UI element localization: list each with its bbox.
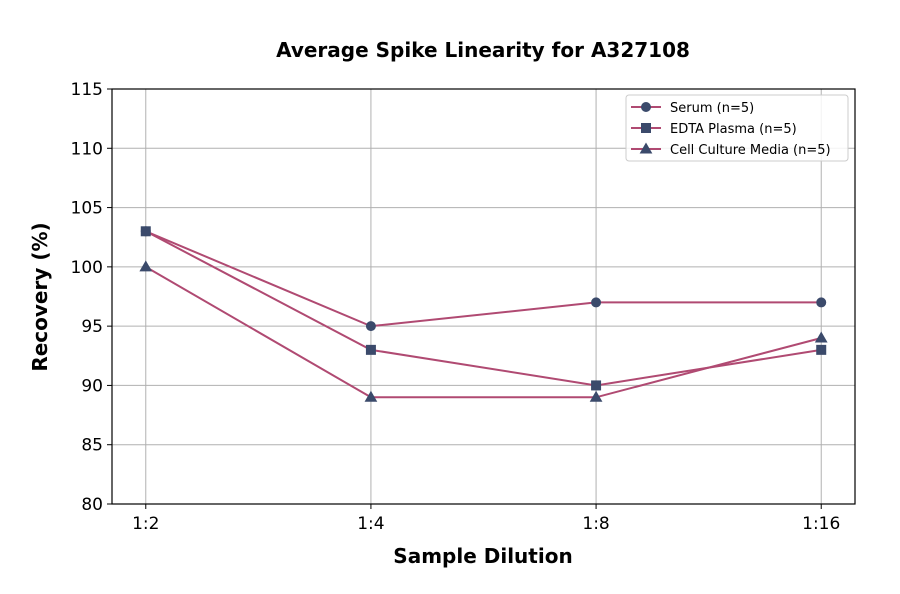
data-point [589,390,603,402]
x-tick-label: 1:8 [582,514,609,534]
series-lines [139,226,828,402]
data-point [816,297,827,308]
data-point [816,344,827,355]
ticks: 80 85 90 95 100 105 110 115 1:2 1:4 1:8 1:16 [71,80,841,534]
y-tick-label: 105 [71,199,103,219]
series-line [145,230,822,387]
legend-box [625,94,849,162]
data-point [591,297,602,308]
series-line [145,265,822,399]
legend-label: Serum (n=5) [670,101,754,116]
data-point [365,321,376,332]
x-tick-label: 1:16 [802,514,840,534]
y-tick-label: 115 [71,80,103,100]
data-point [365,344,376,355]
x-axis-label: Sample Dilution [393,544,572,568]
legend-marker [641,123,651,133]
y-axis-label: Recovery (%) [28,222,52,371]
y-tick-label: 85 [81,436,103,456]
data-point [139,260,153,272]
chart-title: Average Spike Linearity for A327108 [276,38,690,62]
data-point [814,331,828,343]
x-tick-label: 1:2 [132,514,159,534]
y-tick-label: 90 [81,376,103,396]
data-point [364,390,378,402]
plot-frame [111,88,856,505]
y-tick-label: 110 [71,139,103,159]
x-tick-label: 1:4 [357,514,384,534]
legend-label: EDTA Plasma (n=5) [670,122,797,137]
legend-marker [641,102,651,112]
legend-marker [639,142,653,154]
data-point [591,380,602,391]
y-tick-label: 100 [71,258,103,278]
data-point [140,226,151,237]
legend-label: Cell Culture Media (n=5) [670,143,831,158]
y-tick-label: 80 [81,495,103,515]
y-tick-label: 95 [81,317,103,337]
legend: Serum (n=5) EDTA Plasma (n=5) Cell Culture… [625,94,849,162]
series-line [145,230,822,328]
